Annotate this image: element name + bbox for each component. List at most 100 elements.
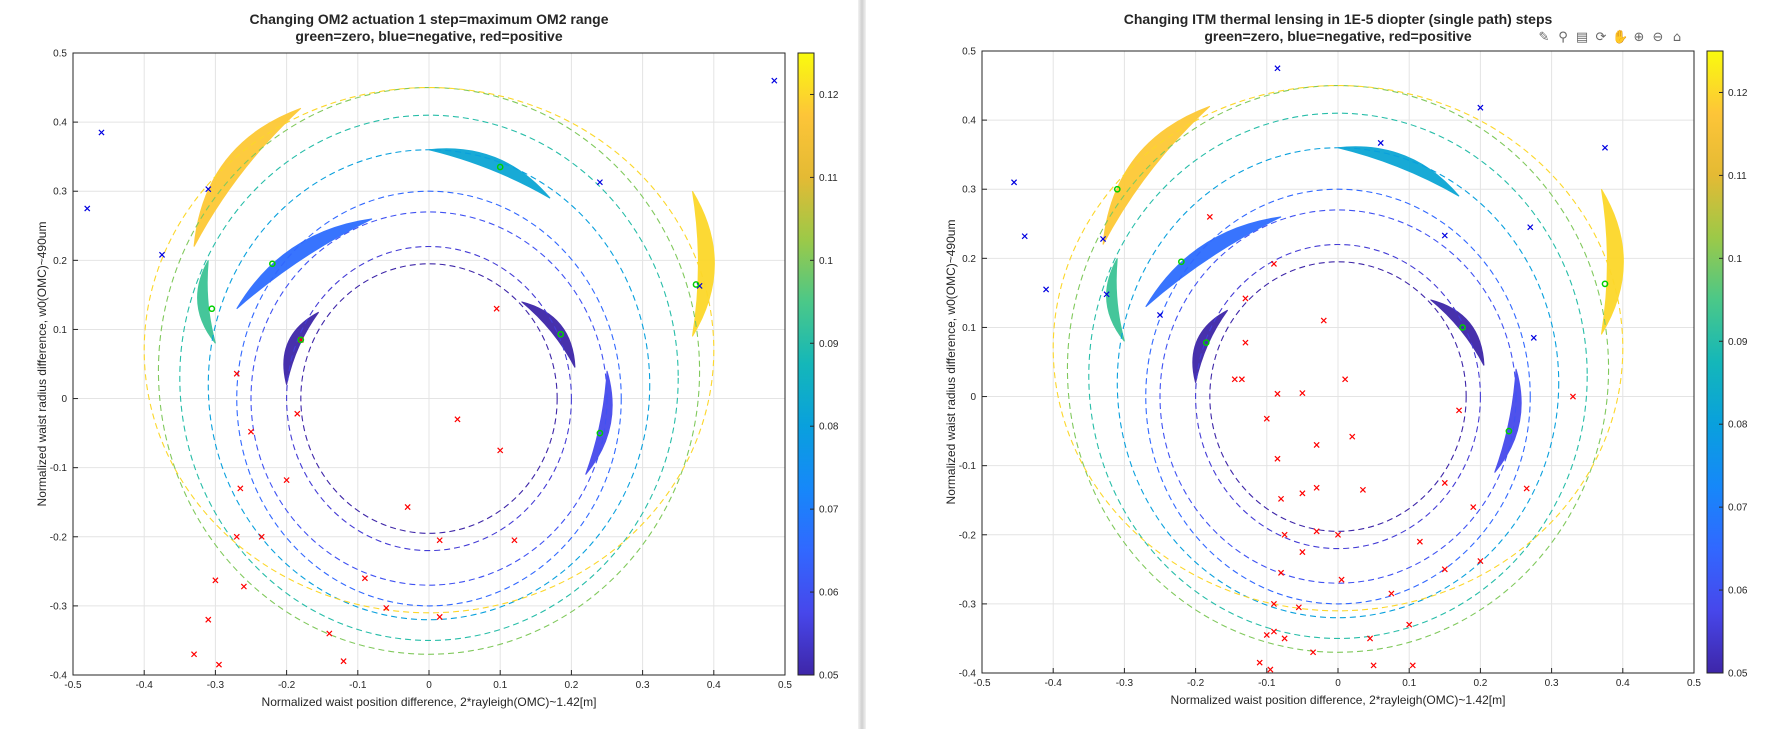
y-tick-label: 0.4 <box>53 118 67 129</box>
negative-point <box>158 251 166 258</box>
y-tick-label: -0.4 <box>959 669 977 680</box>
x-tick-label: 0 <box>426 680 432 691</box>
zero-point <box>596 429 604 437</box>
x-tick-label: 0 <box>1335 678 1341 689</box>
y-tick-label: 0.2 <box>962 254 976 265</box>
zero-point <box>496 163 504 171</box>
colorbar-tick-label: 0.07 <box>1728 503 1748 514</box>
contour-line <box>1088 112 1588 639</box>
y-tick-label: 0.2 <box>53 256 67 267</box>
positive-point <box>1334 531 1342 538</box>
y-tick-label: -0.4 <box>50 671 68 682</box>
data-tip-icon[interactable]: ⚲ <box>1558 30 1568 45</box>
positive-point <box>1278 495 1285 502</box>
positive-point <box>1406 621 1413 628</box>
colorbar-tick-label: 0.1 <box>1728 254 1742 265</box>
positive-point <box>1274 455 1281 462</box>
contour-line <box>1159 209 1517 584</box>
y-tick-label: 0 <box>61 394 67 405</box>
negative-point <box>1530 334 1537 341</box>
negative-point <box>1377 139 1384 146</box>
positive-point <box>212 577 219 584</box>
positive-point <box>1367 635 1374 642</box>
chart-title: Changing ITM thermal lensing in 1E-5 dio… <box>1124 11 1553 27</box>
contour-line <box>157 87 701 655</box>
negative-point <box>1011 179 1018 186</box>
x-axis-label: Normalized waist position difference, 2*… <box>1171 693 1506 707</box>
positive-point <box>1342 376 1349 383</box>
contour-line <box>1209 261 1467 532</box>
zoom-out-icon[interactable]: ⊖ <box>1652 30 1664 45</box>
positive-point <box>1569 393 1576 400</box>
colorbar[interactable] <box>1706 50 1724 674</box>
x-tick-label: 0.1 <box>1402 678 1416 689</box>
positive-point <box>1270 260 1277 267</box>
positive-point <box>1470 504 1477 511</box>
positive-point <box>361 575 368 582</box>
window-divider[interactable] <box>858 0 866 729</box>
y-tick-label: 0.1 <box>53 325 67 336</box>
colored-region <box>283 311 320 385</box>
negative-point <box>1477 104 1484 111</box>
colorbar[interactable] <box>797 52 815 676</box>
positive-point <box>1206 213 1213 220</box>
positive-point <box>237 485 244 492</box>
positive-point <box>1370 662 1377 669</box>
positive-point <box>1313 484 1320 491</box>
x-tick-label: -0.1 <box>1258 678 1276 689</box>
x-tick-label: 0.4 <box>707 680 721 691</box>
x-tick-label: -0.5 <box>973 678 991 689</box>
positive-point <box>1263 415 1270 422</box>
positive-point <box>404 504 411 511</box>
axes-box <box>981 50 1695 674</box>
colorbar-tick-label: 0.12 <box>1728 88 1748 99</box>
positive-point <box>233 533 240 540</box>
x-tick-label: 0.3 <box>636 680 650 691</box>
negative-point <box>98 129 105 136</box>
x-tick-label: -0.4 <box>1045 678 1063 689</box>
y-tick-label: 0.5 <box>962 47 976 58</box>
positive-point <box>326 630 333 637</box>
region-group <box>1011 65 1624 673</box>
zero-point <box>1505 427 1513 435</box>
positive-point <box>1263 631 1270 639</box>
colored-region <box>585 370 613 475</box>
positive-point <box>1359 486 1366 493</box>
positive-point <box>340 658 347 665</box>
positive-point <box>436 537 443 544</box>
y-tick-label: -0.1 <box>959 461 977 472</box>
colorbar-tick-label: 0.12 <box>819 90 839 101</box>
colored-region <box>1600 188 1624 335</box>
positive-point <box>191 651 198 658</box>
chart-title: Changing OM2 actuation 1 step=maximum OM… <box>249 11 608 27</box>
y-tick-label: -0.2 <box>959 530 977 541</box>
negative-point <box>1601 144 1609 151</box>
zoom-in-icon[interactable]: ⊕ <box>1633 30 1645 45</box>
brush-icon[interactable]: ✎ <box>1538 30 1550 45</box>
colored-region <box>197 260 216 344</box>
rotate-icon[interactable]: ⟳ <box>1595 30 1607 45</box>
colored-region <box>1102 105 1211 245</box>
x-tick-label: 0.4 <box>1616 678 1630 689</box>
pan-icon[interactable]: ✋ <box>1612 30 1629 45</box>
home-icon[interactable]: ⌂ <box>1672 30 1682 45</box>
colorbar-tick-label: 0.06 <box>819 588 839 599</box>
positive-point <box>1242 339 1249 346</box>
left-figure: Changing OM2 actuation 1 step=maximum OM… <box>0 0 858 729</box>
x-tick-label: -0.2 <box>278 680 296 691</box>
positive-point <box>247 428 255 435</box>
positive-point <box>233 370 240 377</box>
positive-point <box>1441 566 1448 573</box>
zero-point <box>692 281 700 288</box>
negative-point <box>696 282 703 289</box>
x-tick-label: 0.2 <box>1473 678 1487 689</box>
colored-region <box>521 301 576 368</box>
positive-point <box>497 447 504 454</box>
legend-icon[interactable]: ▤ <box>1575 30 1589 45</box>
colorbar-tick-label: 0.11 <box>819 173 838 184</box>
positive-point <box>240 583 247 590</box>
contour-line <box>286 245 572 552</box>
y-tick-label: 0.5 <box>53 49 67 60</box>
positive-point <box>436 613 443 620</box>
colored-region <box>236 218 373 310</box>
